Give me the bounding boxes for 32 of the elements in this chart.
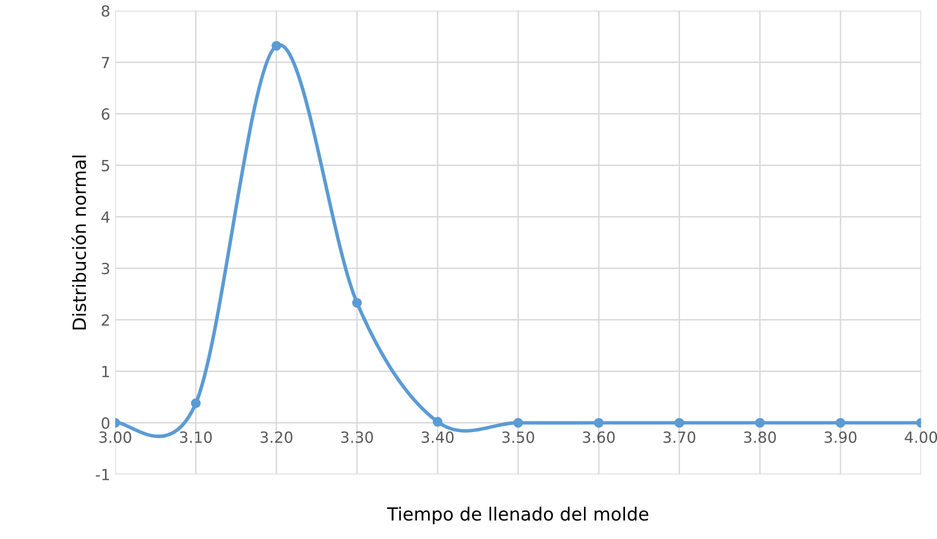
point — [836, 418, 846, 428]
y-tick-label: 7 — [102, 56, 110, 68]
y-axis-title: Distribución normal — [71, 156, 86, 330]
x-tick-label: 3.00 — [99, 431, 132, 443]
x-tick-label: 3.20 — [260, 431, 292, 443]
point — [674, 418, 684, 428]
point — [272, 40, 282, 51]
x-axis-title: Tiempo de llenado del molde — [387, 506, 648, 524]
x-tick-label: 3.50 — [502, 431, 534, 443]
x-tick-label: 3.10 — [180, 431, 212, 443]
x-tick-label: 3.40 — [422, 431, 454, 443]
y-tick-label: 2 — [102, 314, 109, 326]
point — [755, 418, 765, 428]
point — [432, 416, 442, 427]
x-tick-label: 3.60 — [582, 431, 615, 443]
y-tick-label: -1 — [96, 468, 109, 480]
x-tick-label: 3.80 — [744, 431, 776, 443]
y-tick-label: 3 — [102, 262, 110, 274]
y-tick-label: 5 — [102, 160, 110, 172]
y-tick-label: 0 — [102, 417, 110, 429]
x-tick-label: 4.00 — [904, 431, 937, 443]
point — [513, 418, 524, 428]
x-tick-label: 3.70 — [663, 431, 696, 443]
point — [594, 418, 604, 428]
y-tick-label: 6 — [102, 108, 110, 120]
y-tick-label: 1 — [102, 366, 109, 378]
y-tick-label: 4 — [101, 211, 110, 223]
point — [190, 398, 201, 408]
y-tick-label: 8 — [102, 5, 110, 17]
x-tick-label: 3.90 — [824, 431, 856, 443]
point — [352, 298, 362, 308]
x-tick-label: 3.30 — [341, 431, 373, 443]
